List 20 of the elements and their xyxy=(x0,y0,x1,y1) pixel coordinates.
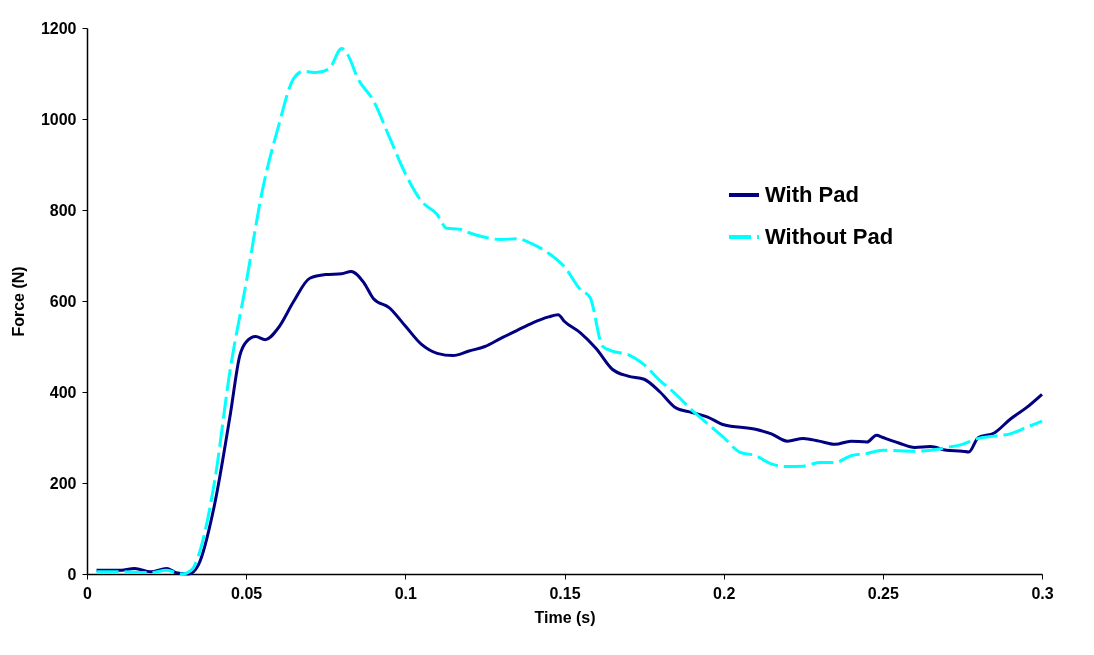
x-tick-label: 0.05 xyxy=(231,584,263,602)
y-tick-label: 1200 xyxy=(40,19,77,37)
legend-label: With Pad xyxy=(765,182,859,207)
y-tick-label: 0 xyxy=(67,565,77,583)
y-tick-label: 200 xyxy=(49,474,77,492)
line-series xyxy=(95,269,1044,576)
x-tick-label: 0.15 xyxy=(549,584,581,602)
x-axis-title: Time (s) xyxy=(534,608,596,626)
x-tick-label: 0.1 xyxy=(394,584,418,602)
y-tick-label: 800 xyxy=(49,201,77,219)
y-tick-label: 400 xyxy=(49,383,77,401)
x-tick-label: 0.25 xyxy=(867,584,900,602)
line-series xyxy=(95,46,1044,576)
x-tick-label: 0.2 xyxy=(713,584,736,602)
y-tick-label: 600 xyxy=(49,292,77,310)
x-tick-label: 0 xyxy=(83,584,93,602)
y-axis-title: Force (N) xyxy=(9,266,27,337)
x-tick-label: 0.3 xyxy=(1031,584,1054,602)
y-tick-label: 1000 xyxy=(40,110,77,128)
legend-label: Without Pad xyxy=(765,224,894,249)
